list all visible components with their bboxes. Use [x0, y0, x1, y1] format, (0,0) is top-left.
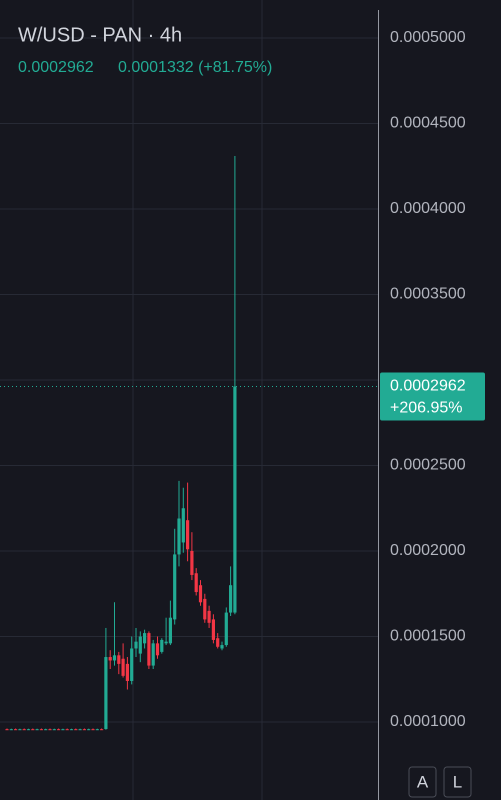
chart-title: W/USD - PAN · 4h: [18, 24, 182, 46]
candle-body: [121, 658, 125, 676]
candle-body: [216, 638, 220, 647]
candle-body: [117, 655, 121, 664]
candle-body: [87, 729, 91, 731]
candle-body: [22, 729, 26, 731]
y-tick-label: 0.0005000: [390, 29, 466, 46]
candle-body: [224, 612, 228, 646]
candle-body: [130, 648, 134, 681]
candle-body: [125, 663, 129, 681]
candle-body: [108, 657, 112, 661]
candle-body: [229, 585, 233, 613]
candle-body: [147, 633, 151, 666]
candle-body: [211, 619, 215, 640]
candle-body: [48, 729, 52, 731]
candle-body: [143, 633, 147, 644]
y-tick-label: 0.0002000: [390, 542, 466, 559]
candle-body: [95, 729, 99, 731]
candle-body: [26, 729, 31, 731]
candle-body: [207, 610, 211, 623]
candle-body: [44, 729, 48, 731]
candle-body: [5, 729, 9, 731]
candle-body: [168, 617, 172, 644]
header-change: 0.0001332 (+81.75%): [118, 59, 272, 76]
candle-body: [177, 518, 181, 555]
candle-body: [181, 508, 185, 543]
scale-button[interactable]: [443, 766, 472, 798]
y-tick-label: 0.0002500: [390, 457, 466, 474]
candle-body: [186, 520, 190, 550]
candle-body: [173, 554, 177, 620]
candle-body: [14, 729, 18, 731]
candle-body: [164, 641, 168, 644]
candle-body: [198, 585, 203, 603]
candle-body: [194, 573, 198, 593]
candle-body: [91, 729, 95, 731]
y-tick-label: 0.0004500: [390, 115, 466, 132]
candle-body: [82, 729, 86, 731]
y-tick-label: 0.0004000: [390, 200, 466, 217]
candle-body: [18, 729, 22, 731]
y-tick-label: 0.0003500: [390, 286, 466, 303]
candle-body: [160, 639, 164, 652]
candle-body: [35, 729, 39, 731]
candle-body: [61, 729, 65, 731]
candle-body: [78, 729, 82, 731]
candle-body: [100, 729, 104, 731]
candle-body: [233, 386, 237, 613]
candle-body: [39, 729, 43, 731]
candle-body: [9, 729, 13, 731]
candle-body: [138, 636, 142, 654]
candle-body: [69, 729, 74, 731]
candle-body: [57, 729, 61, 731]
scale-button-label[interactable]: A: [417, 772, 429, 791]
last-price-label: 0.0002962: [390, 378, 466, 395]
candle-body: [112, 655, 117, 661]
scale-button-label[interactable]: L: [453, 772, 462, 791]
y-tick-label: 0.0001000: [390, 713, 466, 730]
last-price-change: +206.95%: [390, 400, 463, 417]
candle-body: [203, 598, 207, 620]
candle-body: [65, 729, 69, 731]
candle-body: [190, 551, 194, 575]
last-price-box: [380, 372, 485, 421]
candle-body: [220, 645, 224, 649]
scale-button[interactable]: [408, 766, 437, 798]
candle-body: [134, 641, 138, 649]
header-price: 0.0002962: [18, 59, 94, 76]
y-tick-label: 0.0001500: [390, 628, 466, 645]
candle-body: [155, 643, 160, 656]
candle-body: [74, 729, 78, 731]
candle-body: [31, 729, 35, 731]
candle-body: [104, 657, 108, 730]
candle-body: [151, 643, 155, 666]
candle-body: [52, 729, 56, 731]
